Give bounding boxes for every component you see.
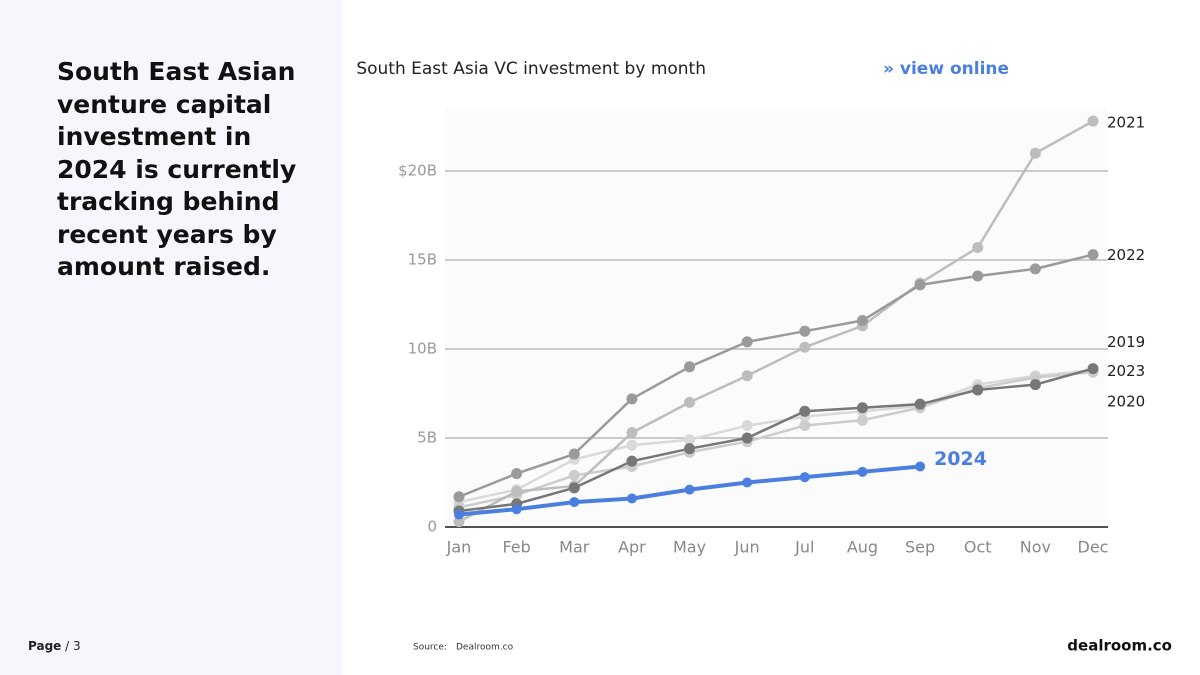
data-point: [857, 466, 868, 477]
page-number: / 3: [65, 639, 81, 653]
data-point: [1029, 379, 1041, 391]
data-point: [741, 336, 753, 348]
series-line: [458, 369, 1094, 504]
y-tick-label: 0: [427, 518, 437, 536]
data-point: [684, 434, 696, 446]
data-point: [856, 315, 868, 327]
series-label: 2024: [934, 448, 987, 470]
data-point: [799, 325, 811, 337]
series-line: [458, 253, 1094, 498]
data-point: [453, 516, 465, 528]
x-tick-label: Jul: [794, 538, 814, 557]
data-point: [972, 270, 984, 282]
y-tick-label: 5B: [417, 429, 437, 447]
data-point: [453, 491, 465, 503]
x-tick-label: Apr: [618, 538, 646, 557]
data-point: [568, 482, 580, 494]
x-tick-label: May: [673, 538, 706, 557]
x-tick-label: Sep: [905, 538, 935, 557]
data-point: [568, 469, 580, 481]
data-point: [511, 504, 522, 515]
data-point: [914, 398, 926, 410]
data-point: [972, 384, 984, 396]
data-point: [684, 361, 696, 373]
data-point: [626, 455, 638, 467]
heading: South East Asian venture capital investm…: [57, 57, 297, 281]
data-point: [741, 420, 753, 432]
x-tick-label: Aug: [847, 538, 878, 557]
data-point: [799, 405, 811, 417]
data-point: [1087, 249, 1099, 261]
x-tick-label: Dec: [1078, 538, 1109, 557]
side-panel: South East Asian venture capital investm…: [0, 0, 342, 675]
data-point: [741, 432, 753, 444]
data-point: [972, 242, 984, 254]
data-point: [454, 509, 464, 520]
data-point: [856, 402, 868, 414]
data-point: [626, 493, 637, 504]
series-label: 2023: [1107, 362, 1145, 380]
series-label: 2022: [1107, 246, 1145, 264]
data-point: [1029, 147, 1041, 159]
data-point: [626, 439, 638, 451]
data-point: [511, 468, 523, 480]
y-tick-label: 10B: [408, 340, 437, 358]
data-point: [856, 414, 868, 426]
data-point: [684, 396, 696, 408]
data-point: [741, 370, 753, 382]
data-point: [1087, 115, 1099, 127]
data-point: [915, 461, 926, 472]
data-point: [1029, 263, 1041, 275]
data-point: [568, 448, 580, 460]
x-tick-label: Nov: [1020, 538, 1051, 557]
series-label: 2019: [1107, 333, 1145, 351]
page-label: Page: [28, 639, 62, 653]
x-tick-label: Jan: [446, 538, 472, 557]
page-indicator: Page / 3: [28, 639, 81, 653]
plot-background: [445, 108, 1108, 527]
chart-title: South East Asia VC investment by month: [356, 59, 706, 79]
data-point: [511, 485, 523, 497]
series-line: [458, 120, 1094, 523]
x-tick-label: Oct: [964, 538, 992, 557]
data-point: [799, 420, 811, 432]
data-point: [684, 443, 696, 455]
data-point: [626, 393, 638, 405]
data-point: [1087, 363, 1099, 375]
data-point: [799, 341, 811, 353]
x-tick-label: Feb: [502, 538, 530, 557]
series-line: [458, 367, 1094, 513]
data-point: [684, 484, 695, 495]
logo: dealroom.co: [1067, 637, 1172, 655]
y-tick-label: 15B: [408, 251, 437, 269]
data-point: [799, 472, 810, 483]
x-tick-label: Jun: [734, 538, 760, 557]
source-label: Source:: [413, 643, 447, 653]
y-tick-label: $20B: [398, 162, 437, 180]
series-label: 2020: [1107, 393, 1145, 411]
x-tick-label: Mar: [559, 538, 590, 557]
view-online-link[interactable]: » view online: [883, 59, 1009, 79]
data-point: [626, 427, 638, 439]
data-point: [914, 279, 926, 291]
data-point: [742, 477, 753, 488]
series-line: [458, 370, 1094, 509]
data-point: [569, 497, 580, 508]
source: Dealroom.co: [456, 643, 514, 653]
series-label: 2021: [1107, 114, 1145, 132]
